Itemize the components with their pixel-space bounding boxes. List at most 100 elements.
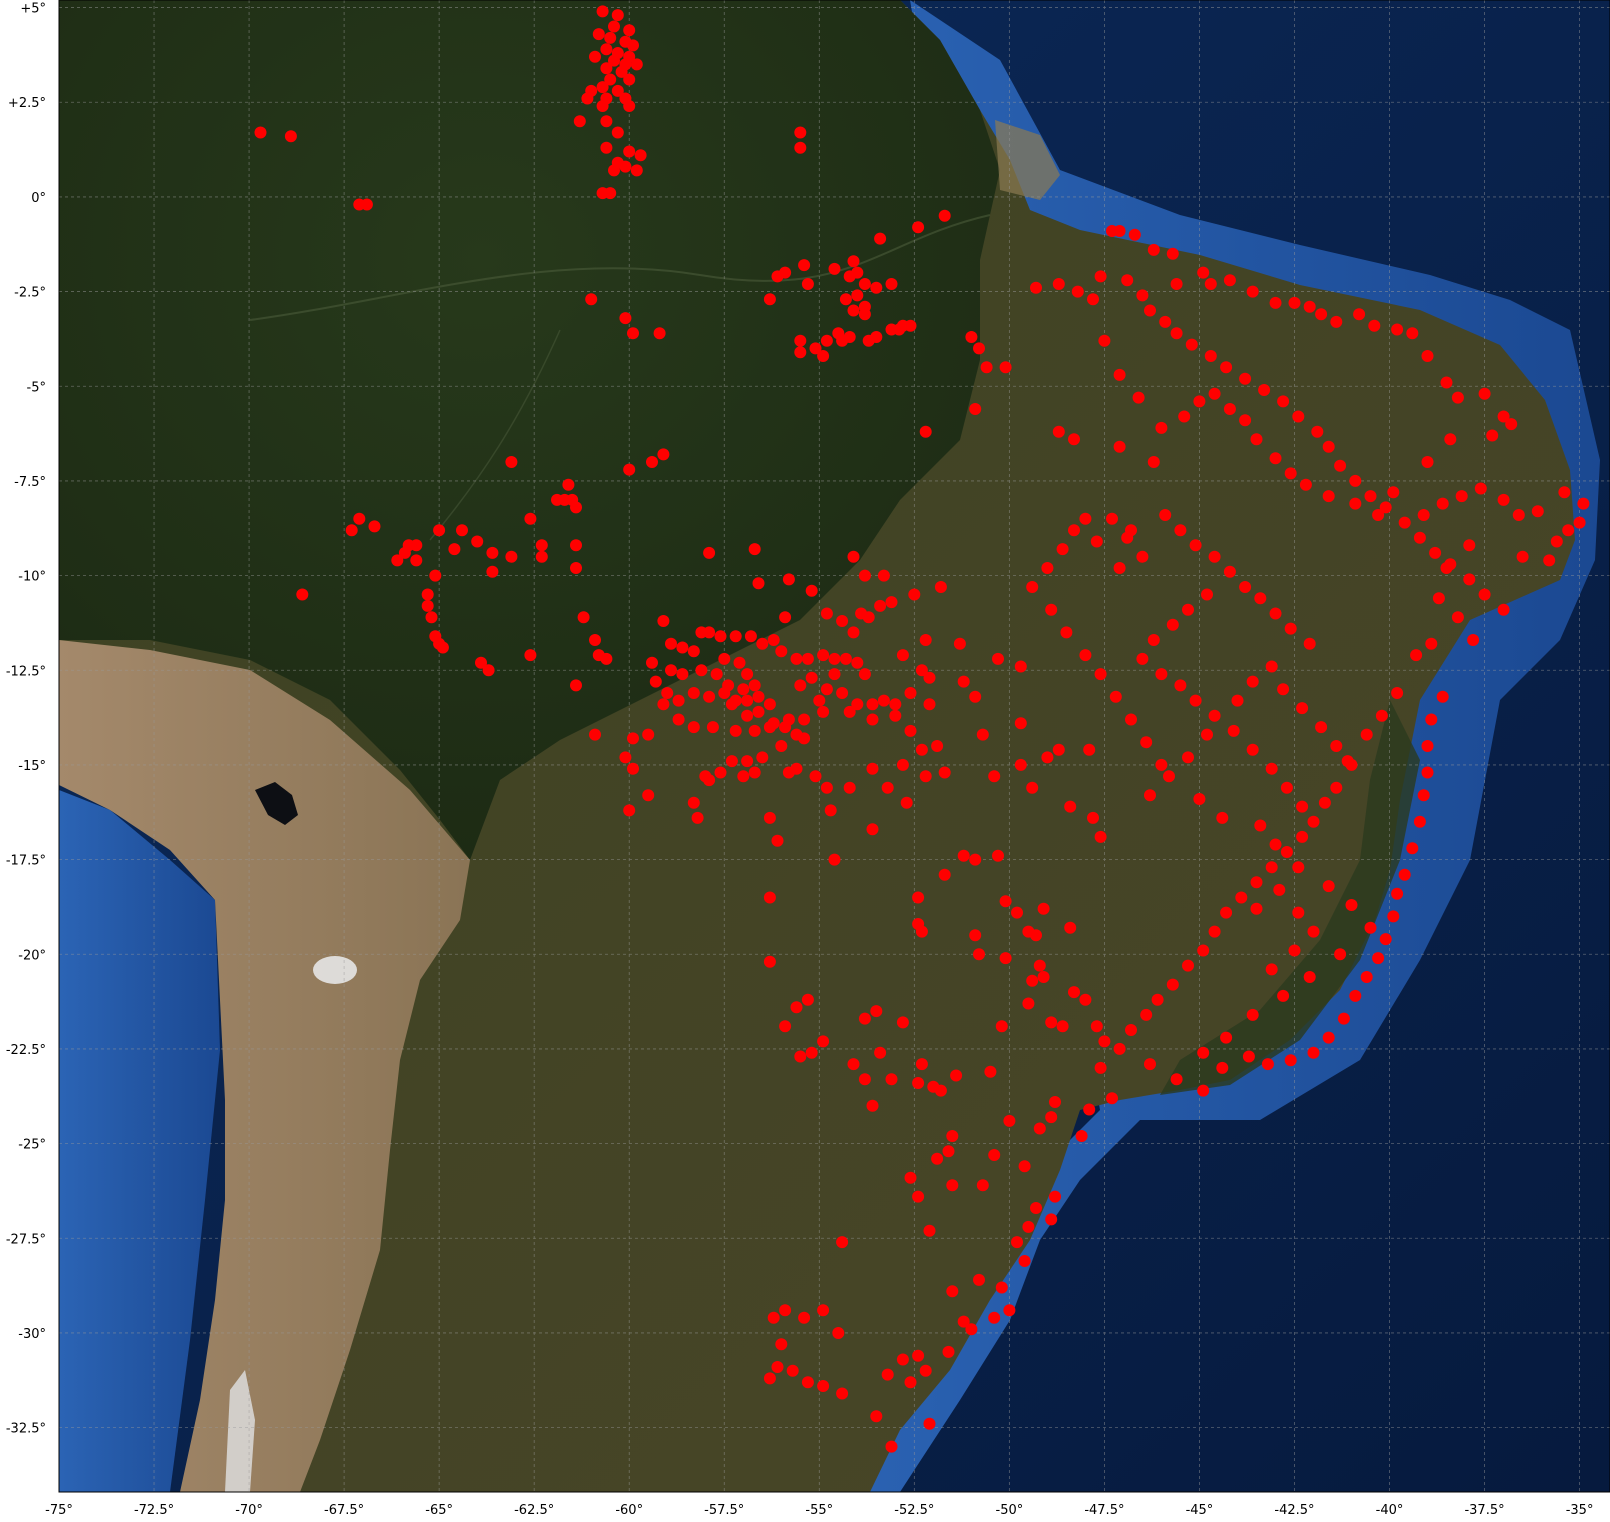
fire-point [1003,1114,1016,1127]
fire-point [866,823,879,836]
fire-point [1113,440,1126,453]
fire-point [619,751,632,764]
fire-point [436,641,449,654]
fire-point [1269,838,1282,851]
fire-point [1204,350,1217,362]
fire-point [1197,266,1210,279]
fire-point [600,141,613,154]
fire-point [1079,649,1092,662]
fire-point [1022,997,1035,1010]
fire-point [1543,554,1556,567]
fire-point [775,645,788,658]
fire-point [1550,535,1563,548]
fire-point [1345,899,1358,911]
fire-point [1144,789,1156,802]
fire-point [1125,1024,1137,1036]
fire-point [923,671,936,684]
fire-point [600,652,613,665]
fire-point [1045,1111,1058,1124]
fire-point [570,679,582,692]
fire-point [870,331,883,343]
fire-point [969,403,982,415]
fire-point [1303,971,1316,983]
y-tick-label: -30° [18,1327,46,1342]
fire-point [946,1285,959,1298]
fire-point [562,478,575,491]
fire-point [1463,573,1476,586]
fire-point [596,5,609,18]
fire-point [642,789,655,802]
x-tick-label: -70° [235,1503,263,1518]
fire-point [858,668,871,681]
fire-point [627,39,639,52]
fire-point [1432,592,1445,605]
fire-point [1497,493,1510,506]
fire-point [1056,543,1069,556]
fire-point [1144,304,1156,317]
x-tick-label: -62.5° [514,1503,554,1518]
fire-point [741,694,754,707]
fire-point [600,62,613,75]
atlantic-forest [1160,700,1420,1095]
fire-point [1322,440,1335,453]
fire-point [870,1005,883,1018]
fire-point [1573,516,1586,529]
fire-point [1349,474,1362,487]
fire-point [1068,524,1080,537]
fire-point [973,342,985,355]
fire-point [938,868,951,881]
fire-point [1246,1008,1259,1021]
fire-point [1261,1058,1274,1071]
y-tick-label: +2.5° [8,96,46,111]
fire-point [1334,459,1347,472]
fire-point [1577,497,1590,510]
fire-point [1185,338,1198,351]
fire-point [634,149,647,162]
fire-point [1106,512,1118,525]
fire-point [1071,285,1084,298]
fire-point [1273,883,1286,896]
fire-point [1113,1042,1126,1055]
fire-point [995,1020,1008,1033]
fire-point [1368,319,1381,332]
fire-point [752,705,765,718]
fire-point [623,804,636,817]
fire-point [699,770,712,783]
fire-point [858,308,871,321]
y-tick-label: 0° [31,191,46,206]
fire-point [1030,281,1042,294]
fire-point [661,687,674,699]
fire-point [1558,486,1571,499]
fire-point [535,539,548,552]
fire-point [828,652,841,665]
fire-point [908,588,921,601]
fire-point [1106,1092,1118,1105]
fire-point [748,724,761,737]
fire-point [353,512,366,525]
fire-point [748,766,761,779]
fire-point [847,255,860,268]
fire-point [900,796,913,809]
fire-point [904,687,917,699]
fire-point [771,1361,784,1373]
fire-point [1163,770,1175,783]
fire-point [284,130,297,143]
fire-point [839,293,852,306]
fire-point [725,755,738,768]
y-tick-label: +5° [20,2,46,17]
fire-point [828,853,841,866]
x-tick-label: -60° [615,1503,643,1518]
fire-point [687,687,700,699]
fire-point [817,705,830,718]
fire-point [1478,588,1491,601]
fire-point [805,671,818,684]
fire-point [855,607,868,620]
fire-point [368,520,381,533]
fire-point [1284,467,1297,480]
fire-point [600,43,613,56]
fire-point [953,637,966,650]
fire-point [915,925,928,938]
fire-point [1292,410,1305,423]
fire-point [938,209,951,222]
fire-point [794,346,807,359]
